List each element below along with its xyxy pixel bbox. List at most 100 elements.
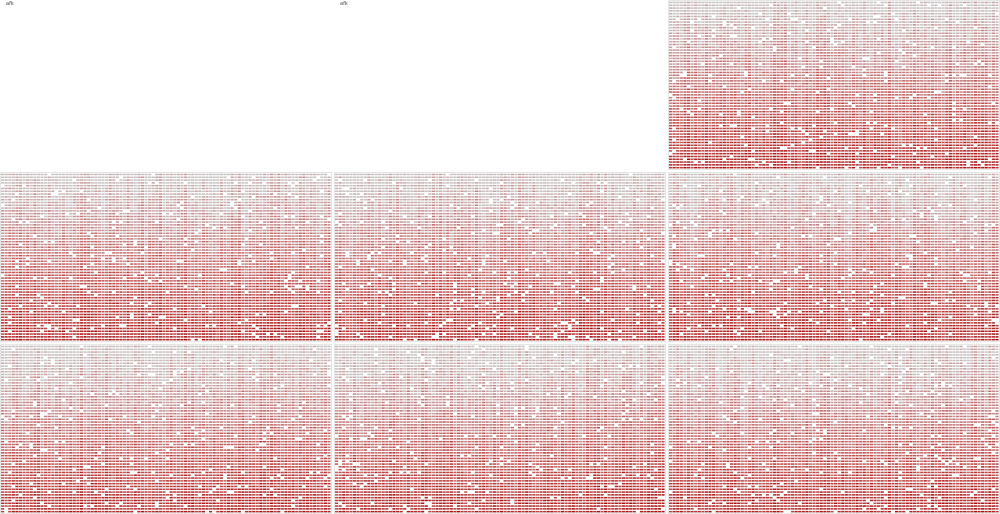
heatmap-cell [898,144,902,147]
heatmap-cell [805,7,809,9]
heatmap-cell [776,141,780,144]
heatmap-cell [769,32,773,35]
heatmap-cell [905,77,909,79]
heatmap-cell [902,96,906,99]
heatmap-cell [923,15,927,18]
heatmap-cell [988,35,992,37]
heatmap-cell [851,52,856,54]
heatmap-cell [816,102,820,105]
heatmap-cell [740,113,744,116]
heatmap-cell [755,138,759,141]
heatmap-cell [676,66,680,68]
heatmap-cell [755,158,759,161]
heatmap-cell [733,29,737,32]
heatmap-cell [712,60,716,63]
heatmap-cell [715,7,719,9]
heatmap-cell [855,15,859,18]
heatmap-cell [859,24,863,26]
heatmap-cell [981,10,985,12]
heatmap-cell [787,144,791,147]
heatmap-cell [780,138,784,141]
heatmap-cell [801,158,805,161]
heatmap-cell [873,85,877,88]
heatmap-cell [758,68,762,71]
heatmap-cell [704,113,709,116]
heatmap-cell [744,91,748,93]
heatmap-cell [984,82,988,85]
heatmap-cell [694,82,698,85]
heatmap-cell [916,63,920,65]
heatmap-cell [690,105,694,107]
heatmap-cell [769,122,773,124]
heatmap-cell [952,1,956,4]
heatmap-cell [995,43,999,46]
heatmap-cell [995,85,999,88]
heatmap-cell [744,60,748,63]
heatmap-cell [977,85,981,88]
heatmap-cell [783,18,787,21]
heatmap-cell [719,77,723,79]
heatmap-cell [977,7,981,9]
heatmap-cell [862,63,866,65]
heatmap-cell [851,130,856,133]
heatmap-cell [988,38,992,40]
heatmap-cell [694,57,698,60]
heatmap-cell [995,99,999,102]
heatmap-cell [930,74,935,77]
heatmap-cell [916,80,920,82]
heatmap-cell [923,10,927,12]
heatmap-cell [758,60,762,63]
heatmap-cell [912,29,917,32]
heatmap-cell [690,88,694,91]
heatmap-cell [995,21,999,23]
heatmap-cell [898,10,902,12]
heatmap-cell [823,18,827,21]
heatmap-cell [762,82,766,85]
heatmap-cell [855,147,859,149]
heatmap-cell [679,110,683,113]
heatmap-cell [902,80,906,82]
heatmap-cell [676,7,680,9]
heatmap-cell [708,54,712,57]
heatmap-cell [941,18,945,21]
heatmap-cell [790,4,795,7]
heatmap-cell [823,113,827,116]
heatmap-cell [733,66,737,68]
heatmap-cell [669,26,673,29]
heatmap-cell [877,21,881,23]
heatmap-cell [887,4,891,7]
heatmap-cell [920,119,924,121]
heatmap-cell [887,108,891,110]
heatmap-cell [708,94,712,96]
heatmap-panel-3 [668,0,1000,170]
heatmap-cell [869,29,874,32]
heatmap-cell [826,119,830,121]
heatmap-cell [844,71,848,74]
heatmap-cell [916,102,920,105]
heatmap-cell [780,91,784,93]
heatmap-cell [744,119,748,121]
heatmap-cell [830,63,834,65]
heatmap-cell [780,133,784,135]
heatmap-cell [898,63,902,65]
heatmap-cell [669,29,673,32]
heatmap-cell [977,29,981,32]
heatmap-cell [877,43,881,46]
heatmap-cell [955,138,960,141]
heatmap-cell [694,43,698,46]
heatmap-cell [737,43,741,46]
heatmap-cell [873,88,877,91]
heatmap-cell [690,60,694,63]
heatmap-cell [733,52,737,54]
heatmap-cell [988,63,992,65]
heatmap-cell [676,52,680,54]
heatmap-cell [970,113,974,116]
heatmap-cell [948,18,952,21]
heatmap-cell [941,49,945,51]
heatmap-cell [726,136,730,138]
heatmap-cell [776,68,780,71]
heatmap-cell [722,71,726,74]
heatmap-cell [805,43,809,46]
heatmap-cell [959,32,963,35]
heatmap-cell [715,24,719,26]
